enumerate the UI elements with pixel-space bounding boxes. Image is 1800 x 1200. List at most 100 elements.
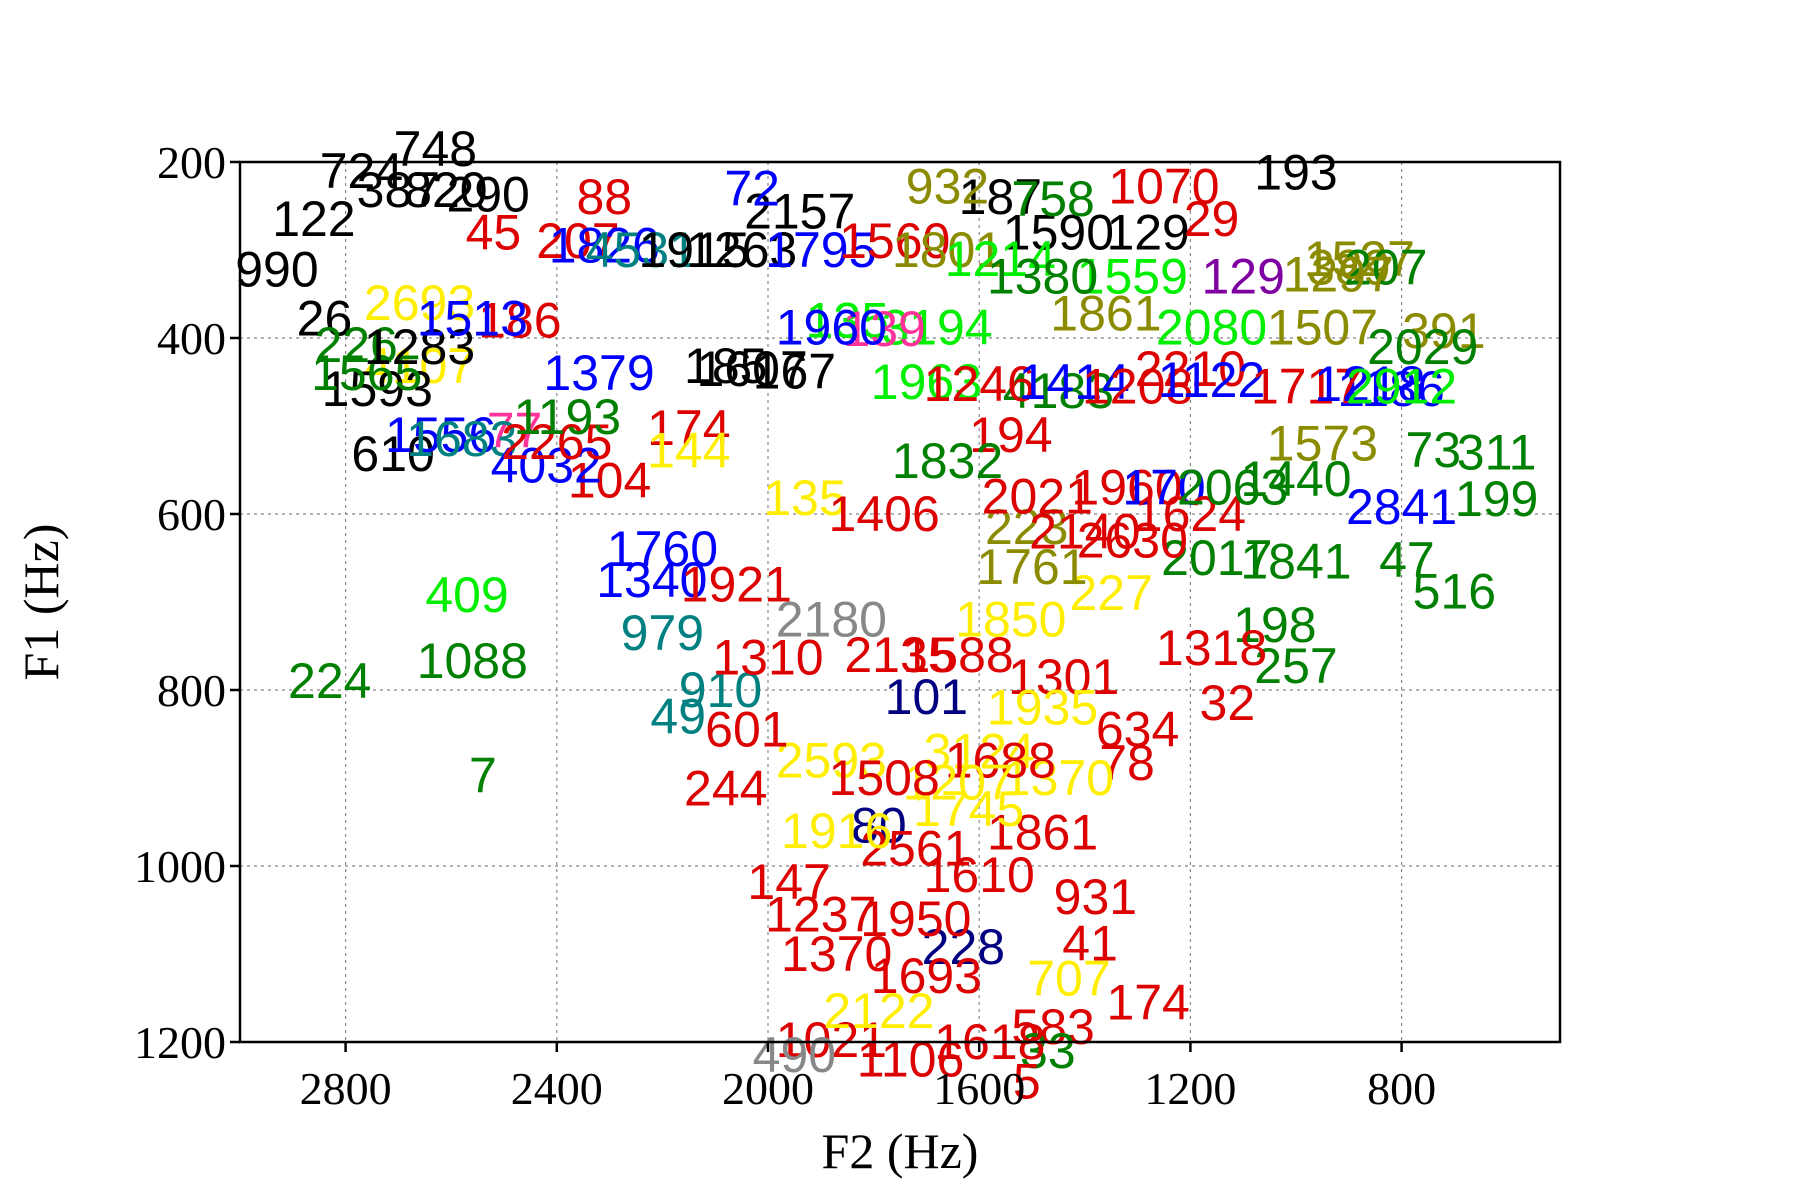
data-point-label: 135 — [805, 292, 888, 348]
data-point-label: 748 — [394, 121, 477, 177]
data-point-label: 2693 — [364, 275, 475, 331]
data-point-label: 1573 — [1267, 416, 1378, 472]
data-point-label: 1340 — [596, 552, 707, 608]
data-point-label: 129 — [1106, 204, 1189, 260]
data-point-label: 41 — [1062, 915, 1118, 971]
data-point-label: 1624 — [1135, 486, 1246, 542]
data-point-label: 1380 — [987, 248, 1098, 304]
data-point-label: 1760 — [607, 521, 718, 577]
data-point-label: 1761 — [976, 539, 1087, 595]
data-point-label: 2063 — [1177, 460, 1288, 516]
data-point-label: 1963 — [871, 354, 982, 410]
data-point-label: 186 — [478, 292, 561, 348]
data-point-label: 391 — [1402, 303, 1485, 359]
data-point-label: 1283 — [364, 319, 475, 375]
data-point-label: 1070 — [1108, 159, 1219, 215]
data-point-label: 1122 — [1158, 352, 1266, 408]
data-point-label: 2135 — [844, 627, 955, 683]
data-point-label: 1559 — [1077, 248, 1188, 304]
y-tick-label: 200 — [157, 137, 226, 188]
data-point-label: 2029 — [1367, 319, 1478, 375]
data-point-label: 516 — [1413, 563, 1496, 619]
data-point-label: 1861 — [1050, 285, 1161, 341]
data-point-label: 29 — [1184, 191, 1240, 247]
data-point-label: 707 — [1027, 951, 1110, 1007]
data-point-label: 2265 — [501, 414, 612, 470]
data-point-label: 194 — [969, 407, 1052, 463]
data-point-label: 1207 — [902, 754, 1013, 810]
data-point-label: 45 — [466, 204, 522, 260]
data-point-label: 1850 — [955, 592, 1066, 648]
data-point-label: 1508 — [829, 750, 940, 806]
data-point-label: 1088 — [417, 633, 528, 689]
data-point-label: 129 — [1201, 248, 1284, 304]
data-point-label: 88 — [577, 169, 633, 225]
data-point-label: 2017 — [1161, 530, 1272, 586]
x-tick-label: 2000 — [722, 1063, 814, 1114]
x-axis-ticks: 2800 2400 2000 1600 1200 800 — [300, 1042, 1436, 1114]
data-point-label: 1795 — [765, 222, 876, 278]
data-point-label: 170 — [1122, 460, 1205, 516]
y-axis-title: F1 (Hz) — [13, 524, 69, 681]
data-point-label: 1717 — [1251, 358, 1362, 414]
data-point-label: 72 — [724, 160, 780, 216]
x-tick-label: 1600 — [933, 1063, 1025, 1114]
data-point-label: 224 — [288, 653, 371, 709]
data-point-label: 101 — [885, 669, 968, 725]
plot-frame — [238, 160, 1562, 1044]
data-point-label: 1263 — [686, 222, 797, 278]
data-point-label: 2140 — [1029, 504, 1140, 560]
data-point-label: 207 — [536, 213, 619, 269]
data-point-label: 601 — [705, 702, 788, 758]
data-point-label: 174 — [647, 400, 730, 456]
y-tick-label: 400 — [157, 313, 226, 364]
data-point-label: 2841 — [1346, 479, 1457, 535]
data-point-label: 228 — [922, 919, 1005, 975]
data-point-label: 135 — [763, 470, 846, 526]
data-point-label: 634 — [1096, 702, 1179, 758]
data-point-label: 2210 — [1135, 341, 1246, 397]
data-point-label: 2630 — [1077, 512, 1188, 568]
data-point-label: 3124 — [924, 724, 1035, 780]
data-point-label: 3194 — [881, 299, 992, 355]
data-point-label: 26 — [297, 291, 353, 347]
data-point-label: 1379 — [543, 345, 654, 401]
data-point-label: 1683 — [406, 411, 517, 467]
data-point-label: 1745 — [913, 781, 1024, 837]
data-point-label: 147 — [747, 854, 830, 910]
data-point-label: 4183 — [1003, 363, 1114, 419]
data-point-label: 1237 — [765, 886, 876, 942]
data-point-label: 290 — [446, 167, 529, 223]
data-point-label: 4531 — [586, 222, 697, 278]
data-point-label: 1588 — [902, 627, 1013, 683]
data-point-label: 1841 — [1240, 534, 1351, 590]
data-point-label: 1915 — [638, 222, 749, 278]
data-point-label: 193 — [1254, 145, 1337, 201]
data-point-label: 2021 — [982, 468, 1093, 524]
y-tick-label: 1200 — [134, 1017, 226, 1068]
data-point-label: 820 — [404, 162, 487, 218]
data-point-label: 73 — [1405, 422, 1461, 478]
data-point-label: 1826 — [549, 218, 660, 274]
x-tick-label: 2400 — [511, 1063, 603, 1114]
data-point-label: 199 — [1455, 471, 1538, 527]
y-axis-ticks: 200 400 600 800 1000 1200 — [134, 137, 240, 1068]
data-point-label: 1021 — [776, 1012, 887, 1068]
data-point-label: 1556 — [385, 407, 496, 463]
data-point-label: 1297 — [1283, 247, 1394, 303]
data-point-label: 910 — [679, 662, 762, 718]
data-point-label: 77 — [487, 402, 543, 458]
data-point-label: 1370 — [781, 926, 892, 982]
data-point-label: 758 — [1011, 171, 1094, 227]
data-point-label: 990 — [235, 241, 318, 297]
data-point-label: 104 — [568, 453, 651, 509]
data-point-label: 1593 — [322, 361, 433, 417]
data-point-label: 1246 — [924, 356, 1035, 412]
x-axis-title: F2 (Hz) — [822, 1123, 979, 1179]
data-point-label: 1610 — [924, 847, 1035, 903]
data-point-label: 7 — [469, 747, 497, 803]
data-point-label: 167 — [753, 343, 836, 399]
data-point-label: 1693 — [871, 948, 982, 1004]
data-point-label: 1193 — [514, 389, 622, 445]
